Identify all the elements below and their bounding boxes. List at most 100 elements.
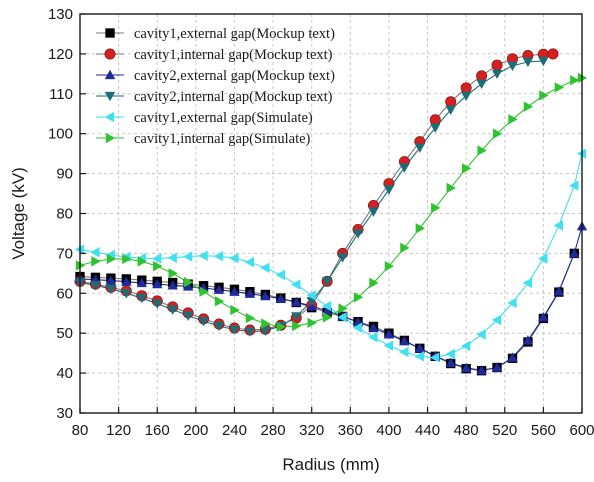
- data-point: [352, 322, 363, 333]
- data-point: [383, 185, 395, 195]
- legend-item-2: cavity1,internal gap(Mockup text): [96, 47, 333, 63]
- legend-item-4: cavity2,internal gap(Mockup text): [96, 89, 333, 105]
- data-point: [292, 320, 302, 332]
- data-point: [491, 314, 502, 326]
- legend-label: cavity1,internal gap(Simulate): [134, 131, 311, 147]
- data-point: [90, 281, 101, 291]
- data-point: [152, 278, 163, 289]
- data-point: [167, 305, 178, 315]
- x-tick-label: 600: [569, 422, 594, 439]
- data-point: [321, 300, 332, 312]
- data-point: [321, 305, 333, 316]
- data-point: [553, 286, 565, 296]
- data-point: [353, 292, 364, 303]
- data-point: [230, 304, 240, 316]
- data-point: [291, 279, 301, 290]
- x-tick-label: 480: [454, 422, 479, 439]
- data-point: [275, 293, 286, 304]
- data-point: [368, 322, 379, 333]
- y-tick-label: 90: [56, 166, 73, 183]
- data-point: [383, 329, 395, 339]
- y-axis-title: Voltage (kV): [9, 167, 28, 260]
- data-point: [198, 250, 208, 261]
- data-point: [476, 365, 487, 375]
- data-point: [507, 61, 518, 72]
- legend-marker: [105, 28, 115, 38]
- data-point: [260, 262, 270, 273]
- data-point: [306, 290, 316, 301]
- data-point: [414, 343, 426, 353]
- data-point: [368, 207, 379, 217]
- data-point: [213, 250, 224, 262]
- data-point: [291, 312, 302, 322]
- data-point: [214, 296, 225, 307]
- data-point: [415, 223, 426, 234]
- legend-marker: [104, 69, 116, 80]
- data-point: [538, 312, 549, 322]
- data-point: [445, 348, 455, 360]
- data-point: [321, 277, 333, 287]
- data-point: [121, 289, 132, 299]
- data-point: [338, 303, 348, 314]
- y-tick-label: 110: [49, 86, 73, 103]
- data-point: [384, 260, 395, 272]
- series-6-points: [75, 72, 588, 333]
- data-point: [445, 96, 457, 108]
- x-tick-label: 200: [183, 422, 208, 439]
- y-tick-label: 130: [48, 6, 73, 23]
- data-point: [569, 248, 580, 258]
- data-point: [244, 327, 256, 337]
- data-point: [445, 105, 456, 115]
- series-2-points: [74, 48, 559, 336]
- data-point: [91, 256, 101, 267]
- series-line-6: [79, 77, 583, 328]
- x-tick-label: 400: [376, 422, 401, 439]
- data-point: [491, 59, 503, 71]
- data-point: [476, 70, 488, 82]
- data-point: [322, 312, 333, 323]
- x-tick-label: 320: [299, 422, 324, 439]
- data-point: [491, 362, 503, 372]
- legend: cavity1,external gap(Mockup text) cavity1…: [96, 26, 335, 147]
- data-point: [121, 276, 132, 286]
- data-point: [522, 277, 533, 289]
- x-tick-label: 80: [72, 422, 89, 439]
- data-point: [460, 340, 471, 352]
- y-tick-label: 50: [56, 325, 73, 342]
- data-point: [337, 253, 348, 263]
- legend-item-6: cavity1,internal gap(Simulate): [96, 131, 311, 147]
- data-point: [136, 277, 147, 288]
- data-point: [183, 276, 194, 288]
- data-point: [477, 145, 487, 156]
- data-point: [368, 331, 378, 343]
- data-point: [352, 229, 364, 239]
- data-point: [182, 281, 194, 291]
- data-point: [369, 277, 379, 289]
- data-point: [538, 253, 548, 264]
- data-point: [430, 123, 441, 133]
- data-point: [244, 256, 255, 268]
- series-4-points: [74, 56, 549, 337]
- data-point: [399, 163, 410, 173]
- data-point: [476, 79, 487, 90]
- data-point: [523, 101, 534, 112]
- series-5-points: [74, 148, 587, 363]
- y-tick-label: 30: [56, 405, 73, 422]
- data-point: [491, 69, 503, 80]
- data-point: [492, 128, 503, 139]
- data-point: [261, 318, 271, 329]
- data-point: [229, 252, 239, 264]
- data-point: [245, 312, 256, 324]
- data-point: [153, 260, 163, 272]
- series-line-3: [79, 226, 583, 371]
- y-tick-label: 40: [56, 365, 73, 382]
- data-point: [414, 351, 424, 362]
- y-tick-label: 80: [56, 206, 73, 223]
- data-point: [570, 75, 580, 86]
- data-point: [553, 220, 563, 231]
- data-point: [337, 312, 347, 323]
- data-point: [291, 296, 302, 307]
- data-point: [137, 256, 147, 267]
- data-point: [383, 340, 394, 351]
- legend-label: cavity2,internal gap(Mockup text): [134, 89, 333, 105]
